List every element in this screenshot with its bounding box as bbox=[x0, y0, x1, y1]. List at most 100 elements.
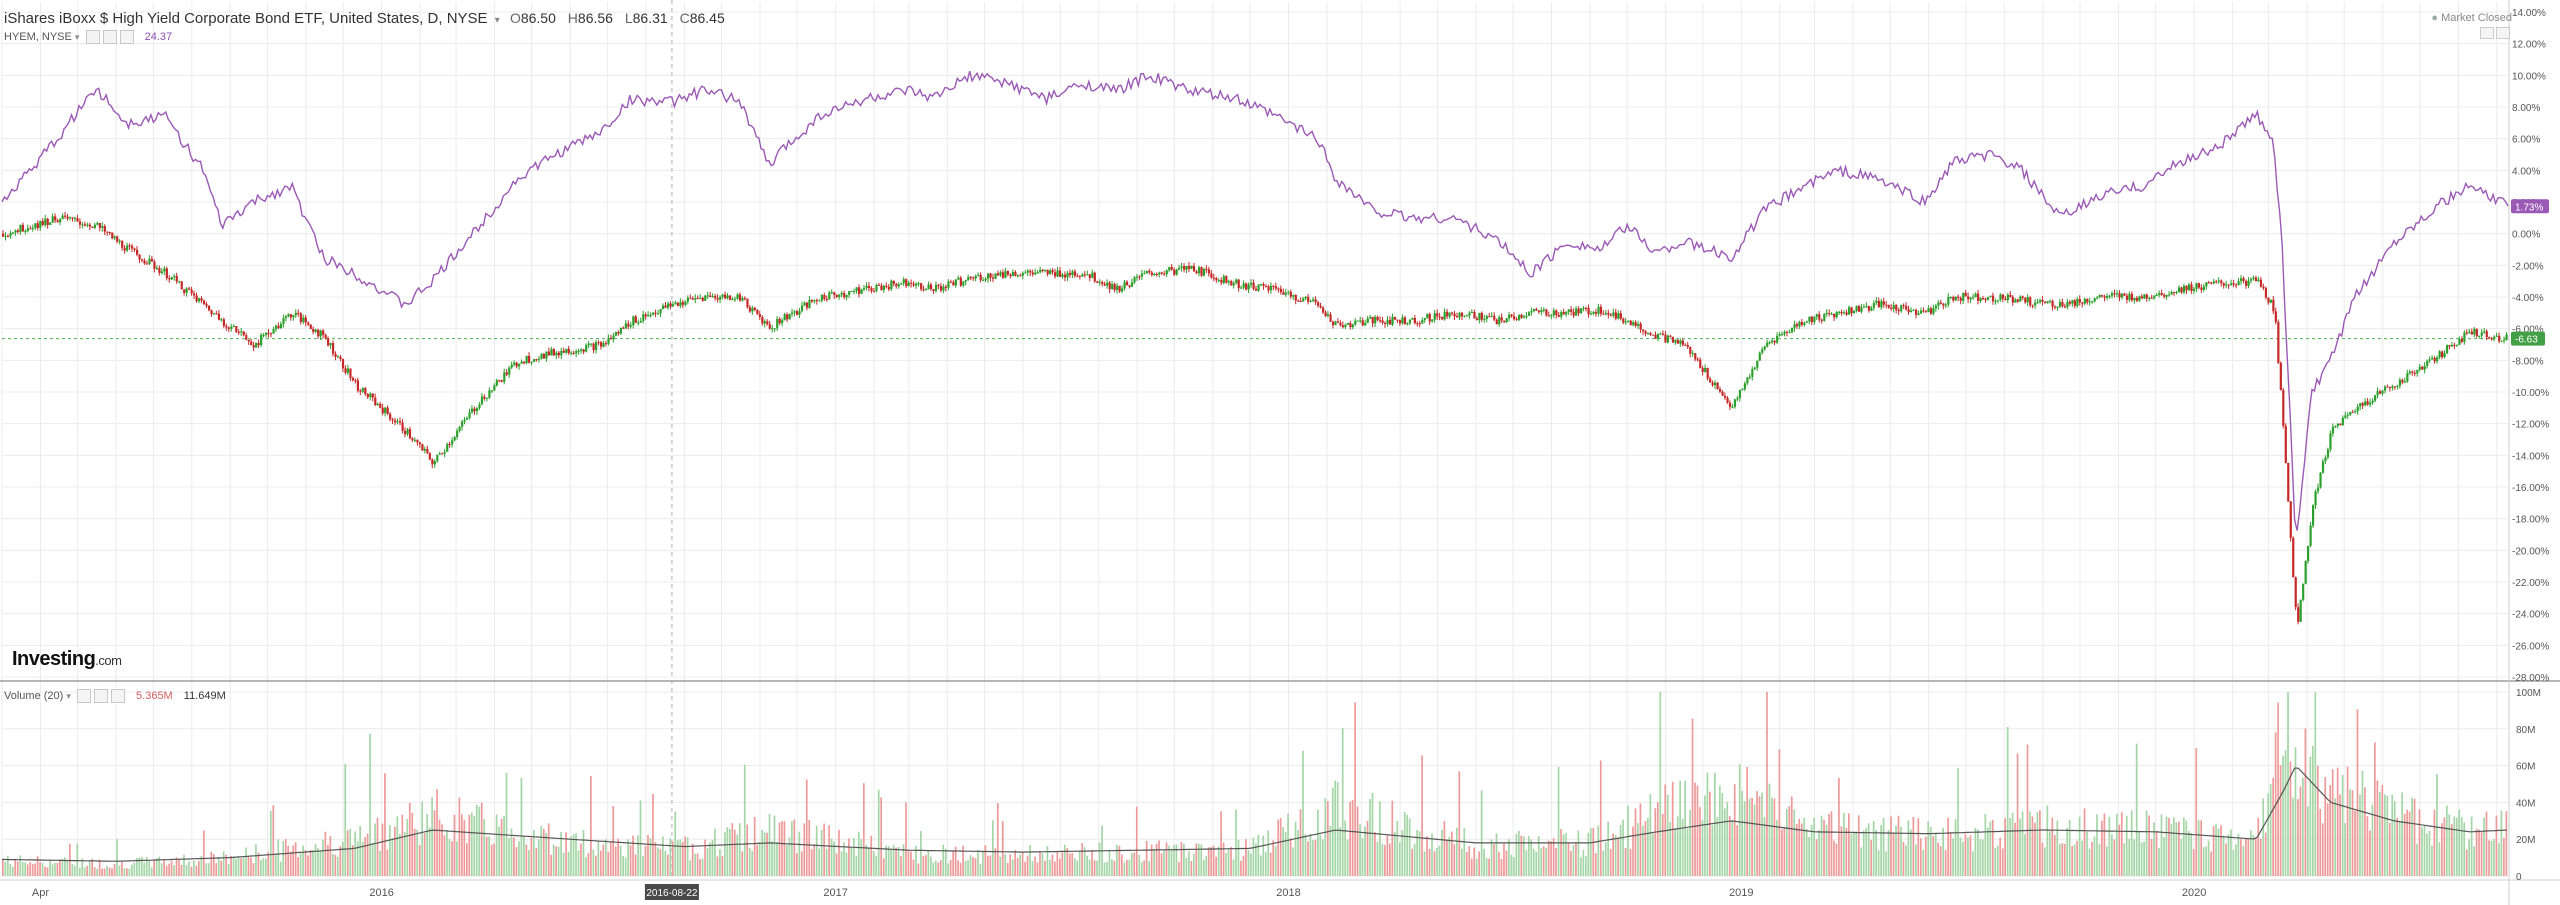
candle-body bbox=[560, 350, 563, 356]
volume-bar bbox=[833, 841, 835, 876]
symbol-title[interactable]: iShares iBoxx $ High Yield Corporate Bon… bbox=[4, 10, 488, 27]
volume-bar bbox=[2163, 837, 2165, 876]
pane-maximize-icon[interactable] bbox=[2480, 27, 2494, 39]
volume-bar bbox=[2490, 840, 2493, 876]
volume-bar bbox=[1493, 844, 1495, 876]
eye-icon[interactable] bbox=[85, 30, 100, 44]
candle-body bbox=[929, 284, 933, 290]
symbol-menu-chevron-icon[interactable]: ▾ bbox=[494, 15, 500, 26]
candle-body bbox=[2185, 285, 2188, 291]
candle-body bbox=[915, 283, 918, 286]
pane-collapse-icon[interactable] bbox=[2496, 27, 2510, 39]
volume-bar bbox=[1294, 821, 1297, 876]
gear-icon[interactable] bbox=[93, 689, 108, 703]
candle-body bbox=[1493, 315, 1496, 320]
close-icon[interactable] bbox=[110, 689, 125, 703]
volume-bar bbox=[1778, 749, 1781, 876]
candle-body bbox=[433, 461, 436, 465]
volume-bar bbox=[1329, 825, 1332, 876]
volume-bar bbox=[2500, 810, 2503, 876]
candle-body bbox=[1823, 313, 1826, 321]
volume-bar bbox=[212, 853, 215, 876]
candle-body bbox=[128, 245, 131, 247]
candle-body bbox=[1326, 314, 1330, 316]
volume-bar bbox=[855, 855, 858, 876]
candle-body bbox=[704, 295, 707, 301]
candle-body bbox=[788, 314, 791, 320]
candle-body bbox=[2237, 281, 2240, 286]
volume-bar bbox=[2259, 838, 2262, 876]
candle-body bbox=[1190, 265, 1193, 269]
logo-main: Investing bbox=[12, 648, 96, 670]
candle-body bbox=[11, 232, 15, 234]
volume-bar bbox=[29, 862, 31, 876]
volume-bar bbox=[406, 818, 409, 876]
candle-body bbox=[823, 294, 826, 299]
candle-body bbox=[384, 407, 387, 414]
candle-body bbox=[808, 299, 811, 308]
candle-body bbox=[1959, 297, 1962, 301]
pane-controls[interactable] bbox=[2478, 26, 2510, 44]
volume-label[interactable]: Volume (20) bbox=[4, 689, 64, 702]
compare-symbol-row[interactable]: HYEM, NYSE ▾ 24.37 bbox=[4, 30, 172, 44]
volume-bar bbox=[805, 779, 808, 876]
candle-body bbox=[2108, 295, 2111, 297]
eye-icon[interactable] bbox=[76, 689, 91, 703]
volume-bar bbox=[1297, 830, 1299, 876]
candle-body bbox=[833, 292, 836, 296]
volume-bar bbox=[2155, 830, 2158, 876]
volume-header[interactable]: Volume (20) ▾ 5.365M 11.649M bbox=[4, 689, 226, 703]
volume-bar bbox=[649, 838, 652, 876]
candle-body bbox=[1592, 311, 1595, 314]
candle-body bbox=[1143, 273, 1146, 275]
candle-body bbox=[1522, 316, 1526, 318]
candle-body bbox=[647, 314, 650, 317]
candle-body bbox=[624, 323, 627, 329]
candle-body bbox=[1589, 313, 1593, 315]
volume-bar bbox=[2182, 817, 2185, 876]
volume-bar bbox=[1634, 808, 1637, 876]
volume-bar bbox=[1686, 828, 1689, 876]
volume-bar bbox=[1905, 845, 1907, 876]
volume-bar bbox=[2324, 776, 2327, 876]
compare-symbol-label[interactable]: HYEM, NYSE bbox=[4, 30, 72, 43]
volume-bar bbox=[2505, 811, 2508, 876]
volume-bar bbox=[2441, 823, 2443, 876]
volume-value-1: 5.365M bbox=[136, 689, 173, 702]
candle-body bbox=[257, 342, 260, 346]
gear-icon[interactable] bbox=[102, 30, 117, 44]
volume-bar bbox=[198, 861, 200, 876]
candle-body bbox=[1160, 272, 1163, 274]
compare-menu-chevron-icon[interactable]: ▾ bbox=[74, 31, 80, 42]
volume-bar bbox=[312, 850, 314, 876]
candle-body bbox=[2408, 371, 2411, 374]
candle-body bbox=[1738, 389, 1742, 398]
volume-menu-chevron-icon[interactable]: ▾ bbox=[66, 690, 71, 701]
volume-bar bbox=[2113, 839, 2116, 876]
volume-bar bbox=[1009, 854, 1012, 876]
candle-body bbox=[314, 329, 317, 332]
candle-body bbox=[2011, 296, 2014, 303]
candle-body bbox=[173, 276, 176, 278]
volume-bar bbox=[1475, 858, 1478, 876]
candle-body bbox=[528, 355, 531, 363]
symbol-header[interactable]: iShares iBoxx $ High Yield Corporate Bon… bbox=[4, 10, 733, 27]
volume-bar bbox=[2011, 812, 2014, 876]
volume-bar bbox=[1230, 847, 1232, 876]
volume-bar bbox=[528, 850, 530, 876]
candle-body bbox=[1334, 321, 1337, 326]
candle-body bbox=[21, 224, 25, 232]
volume-bar bbox=[1957, 767, 1959, 876]
candle-body bbox=[374, 397, 377, 406]
close-icon[interactable] bbox=[119, 30, 134, 44]
candle-body bbox=[235, 326, 238, 332]
candle-body bbox=[724, 294, 727, 299]
volume-bar bbox=[634, 854, 637, 876]
candle-body bbox=[964, 280, 967, 282]
volume-bar bbox=[1632, 826, 1634, 876]
volume-bar bbox=[1044, 860, 1046, 876]
